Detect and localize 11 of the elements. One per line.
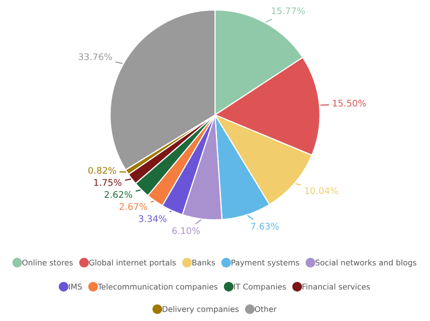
data-label: 0.82% — [88, 166, 116, 174]
data-label: 1.75% — [94, 179, 122, 186]
data-label: 15.77% — [272, 7, 305, 14]
data-label: 15.50% — [332, 100, 366, 107]
data-label: 2.62% — [104, 191, 132, 198]
data-label: 10.04% — [305, 187, 338, 194]
data-label: 33.76% — [78, 53, 112, 60]
data-label: 2.67% — [120, 203, 148, 210]
data-label: 7.63% — [251, 222, 279, 230]
data-label: 6.10% — [172, 227, 200, 234]
data-label: 3.34% — [138, 215, 166, 222]
